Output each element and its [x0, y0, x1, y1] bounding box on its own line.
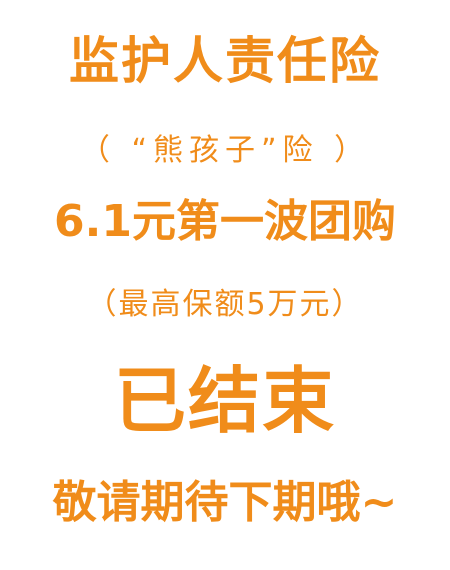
stay-tuned-message: 敬请期待下期哦~	[52, 477, 398, 528]
ended-status: 已结束	[113, 359, 336, 443]
coverage-limit: （最高保额5万元）	[86, 287, 364, 322]
insurance-title: 监护人责任险	[69, 32, 381, 90]
insurance-nickname: （ “熊孩子”险 ）	[79, 133, 371, 168]
group-buy-offer: 6.1元第一波团购	[54, 196, 396, 247]
